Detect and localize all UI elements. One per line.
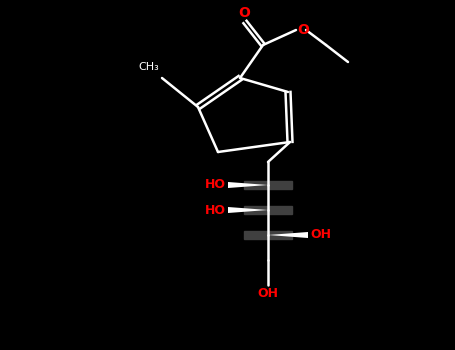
Polygon shape — [228, 207, 268, 213]
Polygon shape — [268, 232, 308, 238]
Text: CH₃: CH₃ — [138, 62, 159, 72]
Bar — [244, 181, 292, 189]
Bar — [244, 231, 292, 239]
Text: HO: HO — [205, 203, 226, 217]
Text: HO: HO — [205, 178, 226, 191]
Text: O: O — [297, 23, 309, 37]
Polygon shape — [228, 182, 268, 188]
Text: OH: OH — [310, 229, 331, 241]
Bar — [244, 206, 292, 214]
Text: O: O — [238, 6, 250, 20]
Text: OH: OH — [258, 287, 278, 300]
